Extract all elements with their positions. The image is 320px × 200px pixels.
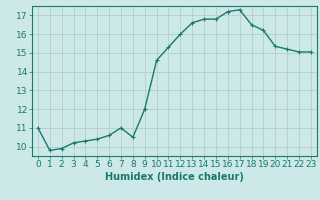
- X-axis label: Humidex (Indice chaleur): Humidex (Indice chaleur): [105, 172, 244, 182]
